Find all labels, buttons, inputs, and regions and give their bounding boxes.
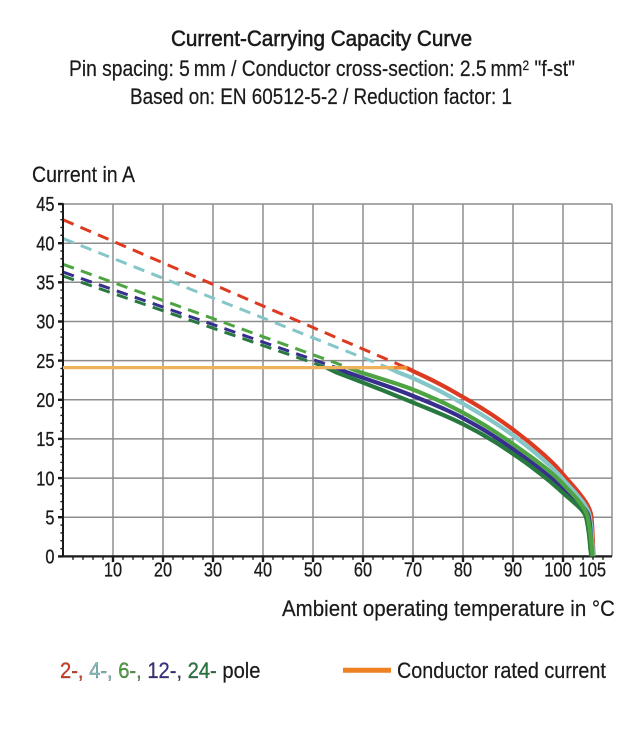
svg-text:25: 25 <box>36 351 54 373</box>
svg-text:30: 30 <box>204 560 222 582</box>
svg-text:80: 80 <box>454 560 472 582</box>
svg-text:35: 35 <box>36 273 54 295</box>
svg-text:15: 15 <box>36 429 54 451</box>
svg-text:30: 30 <box>36 312 54 334</box>
svg-text:105: 105 <box>579 560 607 582</box>
svg-text:100: 100 <box>544 560 572 582</box>
svg-text:90: 90 <box>504 560 522 582</box>
svg-text:20: 20 <box>36 390 54 412</box>
svg-text:45: 45 <box>36 194 54 216</box>
svg-text:20: 20 <box>154 560 172 582</box>
svg-text:40: 40 <box>254 560 272 582</box>
svg-text:70: 70 <box>404 560 422 582</box>
svg-text:50: 50 <box>304 560 322 582</box>
svg-text:60: 60 <box>354 560 372 582</box>
svg-text:5: 5 <box>45 507 54 529</box>
svg-text:10: 10 <box>36 468 54 490</box>
svg-text:40: 40 <box>36 233 54 255</box>
svg-text:10: 10 <box>104 560 122 582</box>
svg-text:0: 0 <box>45 547 54 569</box>
